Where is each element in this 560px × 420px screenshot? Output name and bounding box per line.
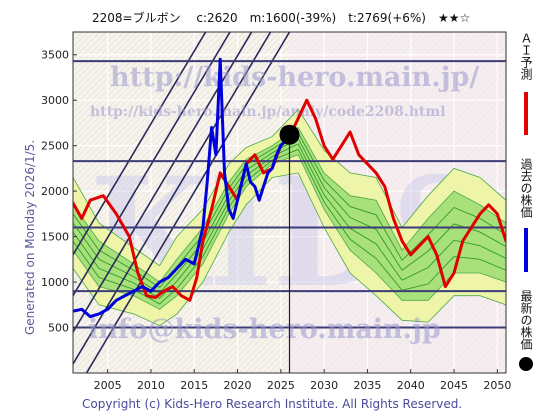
y-axis: 500 1000 1500 2000 2500 3000 3500	[41, 49, 77, 335]
plot-frame	[72, 31, 507, 374]
x-tick-label-2020: 2020	[224, 379, 252, 392]
watermark-email: info@kids-hero.main.jp	[88, 314, 441, 345]
legend-label-latest-price: 最新の株価	[519, 290, 533, 350]
y-tick-label-1000: 1000	[41, 276, 69, 289]
legend: ＡＩ予測 過去の株価 最新の株価	[519, 32, 533, 371]
trend-line-3	[73, 32, 253, 333]
x-tick-label-2030: 2030	[310, 379, 338, 392]
x-tick-label-2040: 2040	[397, 379, 425, 392]
y-tick-label-500: 500	[48, 322, 69, 335]
x-tick-label-2035: 2035	[353, 379, 381, 392]
x-tick-label-2005: 2005	[94, 379, 122, 392]
chart-header: 2208=ブルボン c:2620 m:1600(-39%) t:2769(+6%…	[92, 10, 470, 25]
x-tick-label-2010: 2010	[137, 379, 165, 392]
trend-line-1	[73, 32, 207, 256]
band-strand-1	[73, 148, 506, 305]
trend-line-5	[85, 32, 291, 373]
y-tick-label-2500: 2500	[41, 140, 69, 153]
x-tick-label-2050: 2050	[483, 379, 511, 392]
watermark-page-url: http://kids-hero.main.jp/analy/code2208.…	[90, 104, 446, 120]
copyright-footer: Copyright (c) Kids-Hero Research Institu…	[82, 397, 462, 411]
series-line-1	[73, 57, 291, 319]
x-tick-label-2015: 2015	[180, 379, 208, 392]
legend-label-ai-forecast: ＡＩ予測	[519, 32, 533, 81]
y-tick-label-2000: 2000	[41, 185, 69, 198]
x-tick-label-2025: 2025	[267, 379, 295, 392]
legend-label-past-price: 過去の株価	[519, 158, 533, 218]
trend-lines	[73, 32, 291, 373]
watermark-url: http://kids-hero.main.jp/	[110, 62, 479, 93]
current-price-marker	[279, 124, 300, 145]
trend-line-2	[73, 32, 231, 297]
trend-line-4	[73, 32, 272, 365]
x-axis: 2005 2010 2015 2020 2025 2030 2035 2040 2045 2050	[94, 369, 511, 392]
y-tick-label-1500: 1500	[41, 231, 69, 244]
legend-swatch-latest-price	[519, 357, 533, 371]
y-tick-label-3500: 3500	[41, 49, 69, 62]
x-tick-label-2045: 2045	[440, 379, 468, 392]
generated-date-label: Generated on Monday 2026/1/5.	[23, 140, 37, 335]
y-tick-label-3000: 3000	[41, 94, 69, 107]
